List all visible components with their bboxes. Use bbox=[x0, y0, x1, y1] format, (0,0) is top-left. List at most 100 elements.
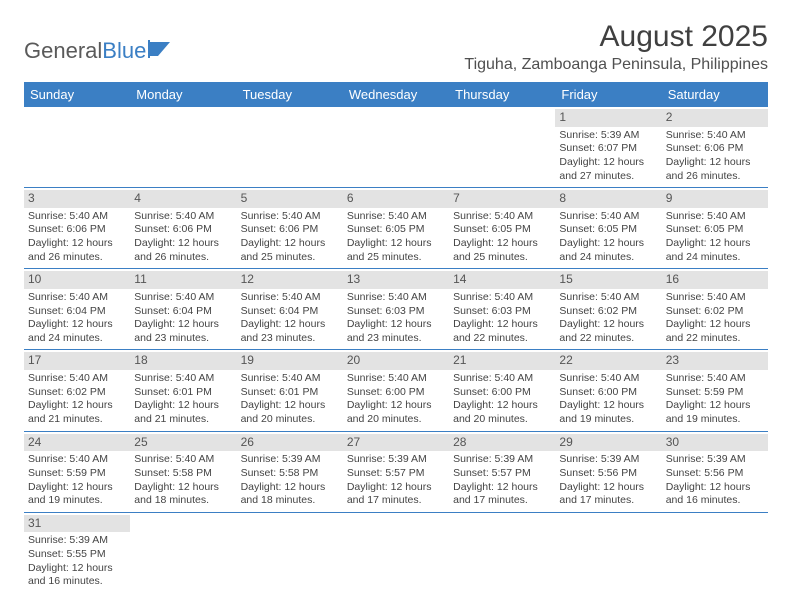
day-detail: Sunrise: 5:40 AM Sunset: 6:02 PM Dayligh… bbox=[28, 372, 126, 427]
day-detail: Sunrise: 5:40 AM Sunset: 6:06 PM Dayligh… bbox=[134, 210, 232, 265]
calendar-cell: 10 Sunrise: 5:40 AM Sunset: 6:04 PM Dayli… bbox=[24, 269, 130, 350]
brand-logo: GeneralBlue bbox=[24, 38, 174, 64]
day-number: 1 bbox=[555, 109, 661, 127]
calendar-cell: 5Sunrise: 5:40 AM Sunset: 6:06 PM Daylig… bbox=[237, 188, 343, 269]
calendar-cell: 7 Sunrise: 5:40 AM Sunset: 6:05 PM Daylig… bbox=[449, 188, 555, 269]
calendar-cell: 3Sunrise: 5:40 AM Sunset: 6:06 PM Daylig… bbox=[24, 188, 130, 269]
calendar-cell: 29Sunrise: 5:39 AM Sunset: 5:56 PM Dayli… bbox=[555, 431, 661, 512]
day-number: 10 bbox=[24, 271, 130, 289]
day-number: 19 bbox=[237, 352, 343, 370]
day-number: 30 bbox=[662, 434, 768, 452]
day-number: 25 bbox=[130, 434, 236, 452]
brand-part1: General bbox=[24, 38, 102, 64]
day-detail: Sunrise: 5:39 AM Sunset: 5:57 PM Dayligh… bbox=[453, 453, 551, 508]
calendar-row: 31Sunrise: 5:39 AM Sunset: 5:55 PM Dayli… bbox=[24, 512, 768, 593]
day-detail: Sunrise: 5:40 AM Sunset: 5:59 PM Dayligh… bbox=[28, 453, 126, 508]
day-number: 29 bbox=[555, 434, 661, 452]
calendar-head: Sunday Monday Tuesday Wednesday Thursday… bbox=[24, 82, 768, 107]
day-number: 5 bbox=[237, 190, 343, 208]
day-detail: Sunrise: 5:40 AM Sunset: 6:00 PM Dayligh… bbox=[559, 372, 657, 427]
day-header: Sunday bbox=[24, 82, 130, 107]
day-number: 4 bbox=[130, 190, 236, 208]
day-number: 24 bbox=[24, 434, 130, 452]
calendar-row: 3Sunrise: 5:40 AM Sunset: 6:06 PM Daylig… bbox=[24, 188, 768, 269]
day-number: 11 bbox=[130, 271, 236, 289]
day-detail: Sunrise: 5:40 AM Sunset: 6:01 PM Dayligh… bbox=[241, 372, 339, 427]
calendar-table: Sunday Monday Tuesday Wednesday Thursday… bbox=[24, 82, 768, 593]
calendar-cell bbox=[555, 512, 661, 593]
day-number: 31 bbox=[24, 515, 130, 533]
day-detail: Sunrise: 5:40 AM Sunset: 5:59 PM Dayligh… bbox=[666, 372, 764, 427]
day-detail: Sunrise: 5:40 AM Sunset: 6:04 PM Dayligh… bbox=[241, 291, 339, 346]
calendar-cell bbox=[237, 512, 343, 593]
day-detail: Sunrise: 5:40 AM Sunset: 6:02 PM Dayligh… bbox=[666, 291, 764, 346]
calendar-cell: 12 Sunrise: 5:40 AM Sunset: 6:04 PM Dayli… bbox=[237, 269, 343, 350]
calendar-row: 24Sunrise: 5:40 AM Sunset: 5:59 PM Dayli… bbox=[24, 431, 768, 512]
day-number: 22 bbox=[555, 352, 661, 370]
day-header: Saturday bbox=[662, 82, 768, 107]
day-number: 12 bbox=[237, 271, 343, 289]
day-detail: Sunrise: 5:39 AM Sunset: 6:07 PM Dayligh… bbox=[559, 129, 657, 184]
calendar-cell: 23Sunrise: 5:40 AM Sunset: 5:59 PM Dayli… bbox=[662, 350, 768, 431]
day-number: 21 bbox=[449, 352, 555, 370]
day-header: Tuesday bbox=[237, 82, 343, 107]
flag-icon bbox=[148, 38, 174, 64]
day-number: 7 bbox=[449, 190, 555, 208]
day-number: 16 bbox=[662, 271, 768, 289]
brand-part2: Blue bbox=[102, 38, 146, 64]
day-detail: Sunrise: 5:40 AM Sunset: 6:05 PM Dayligh… bbox=[453, 210, 551, 265]
day-number: 3 bbox=[24, 190, 130, 208]
day-detail: Sunrise: 5:39 AM Sunset: 5:56 PM Dayligh… bbox=[559, 453, 657, 508]
day-detail: Sunrise: 5:40 AM Sunset: 6:00 PM Dayligh… bbox=[453, 372, 551, 427]
calendar-cell: 31Sunrise: 5:39 AM Sunset: 5:55 PM Dayli… bbox=[24, 512, 130, 593]
calendar-cell: 25Sunrise: 5:40 AM Sunset: 5:58 PM Dayli… bbox=[130, 431, 236, 512]
day-detail: Sunrise: 5:40 AM Sunset: 6:03 PM Dayligh… bbox=[453, 291, 551, 346]
calendar-cell: 4 Sunrise: 5:40 AM Sunset: 6:06 PM Daylig… bbox=[130, 188, 236, 269]
header: GeneralBlue August 2025 Tiguha, Zamboang… bbox=[24, 20, 768, 74]
calendar-cell: 8Sunrise: 5:40 AM Sunset: 6:05 PM Daylig… bbox=[555, 188, 661, 269]
title-area: August 2025 Tiguha, Zamboanga Peninsula,… bbox=[464, 20, 768, 74]
day-detail: Sunrise: 5:40 AM Sunset: 6:05 PM Dayligh… bbox=[666, 210, 764, 265]
day-detail: Sunrise: 5:40 AM Sunset: 6:02 PM Dayligh… bbox=[559, 291, 657, 346]
day-detail: Sunrise: 5:40 AM Sunset: 6:01 PM Dayligh… bbox=[134, 372, 232, 427]
calendar-cell: 14 Sunrise: 5:40 AM Sunset: 6:03 PM Dayli… bbox=[449, 269, 555, 350]
calendar-cell bbox=[24, 107, 130, 188]
calendar-cell bbox=[449, 107, 555, 188]
day-number: 27 bbox=[343, 434, 449, 452]
day-detail: Sunrise: 5:40 AM Sunset: 6:03 PM Dayligh… bbox=[347, 291, 445, 346]
calendar-cell bbox=[449, 512, 555, 593]
day-detail: Sunrise: 5:39 AM Sunset: 5:56 PM Dayligh… bbox=[666, 453, 764, 508]
day-detail: Sunrise: 5:40 AM Sunset: 6:04 PM Dayligh… bbox=[28, 291, 126, 346]
calendar-cell: 20 Sunrise: 5:40 AM Sunset: 6:00 PM Dayli… bbox=[343, 350, 449, 431]
day-number: 17 bbox=[24, 352, 130, 370]
day-number: 14 bbox=[449, 271, 555, 289]
day-detail: Sunrise: 5:40 AM Sunset: 5:58 PM Dayligh… bbox=[134, 453, 232, 508]
day-number: 2 bbox=[662, 109, 768, 127]
day-header: Monday bbox=[130, 82, 236, 107]
day-detail: Sunrise: 5:40 AM Sunset: 6:06 PM Dayligh… bbox=[666, 129, 764, 184]
calendar-cell: 24Sunrise: 5:40 AM Sunset: 5:59 PM Dayli… bbox=[24, 431, 130, 512]
calendar-cell: 1 Sunrise: 5:39 AM Sunset: 6:07 PM Daylig… bbox=[555, 107, 661, 188]
calendar-cell: 13Sunrise: 5:40 AM Sunset: 6:03 PM Dayli… bbox=[343, 269, 449, 350]
day-header: Friday bbox=[555, 82, 661, 107]
location-subtitle: Tiguha, Zamboanga Peninsula, Philippines bbox=[464, 56, 768, 74]
calendar-cell bbox=[130, 512, 236, 593]
calendar-cell: 19 Sunrise: 5:40 AM Sunset: 6:01 PM Dayli… bbox=[237, 350, 343, 431]
calendar-cell: 18Sunrise: 5:40 AM Sunset: 6:01 PM Dayli… bbox=[130, 350, 236, 431]
calendar-cell: 16 Sunrise: 5:40 AM Sunset: 6:02 PM Dayli… bbox=[662, 269, 768, 350]
month-title: August 2025 bbox=[464, 20, 768, 54]
day-number: 26 bbox=[237, 434, 343, 452]
calendar-cell bbox=[343, 107, 449, 188]
calendar-cell: 9Sunrise: 5:40 AM Sunset: 6:05 PM Daylig… bbox=[662, 188, 768, 269]
day-number: 8 bbox=[555, 190, 661, 208]
day-detail: Sunrise: 5:40 AM Sunset: 6:00 PM Dayligh… bbox=[347, 372, 445, 427]
calendar-row: 1 Sunrise: 5:39 AM Sunset: 6:07 PM Daylig… bbox=[24, 107, 768, 188]
day-number: 20 bbox=[343, 352, 449, 370]
calendar-body: 1 Sunrise: 5:39 AM Sunset: 6:07 PM Daylig… bbox=[24, 107, 768, 593]
calendar-cell: 26Sunrise: 5:39 AM Sunset: 5:58 PM Dayli… bbox=[237, 431, 343, 512]
calendar-cell bbox=[662, 512, 768, 593]
day-detail: Sunrise: 5:39 AM Sunset: 5:58 PM Dayligh… bbox=[241, 453, 339, 508]
day-header: Thursday bbox=[449, 82, 555, 107]
day-detail: Sunrise: 5:39 AM Sunset: 5:55 PM Dayligh… bbox=[28, 534, 126, 589]
calendar-row: 10 Sunrise: 5:40 AM Sunset: 6:04 PM Dayli… bbox=[24, 269, 768, 350]
